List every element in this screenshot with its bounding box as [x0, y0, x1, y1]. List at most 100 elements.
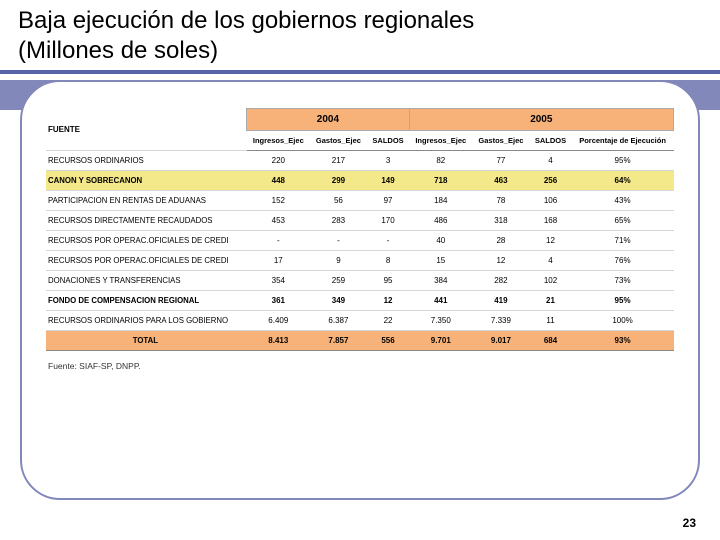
- row-label: CANON Y SOBRECANON: [46, 171, 247, 191]
- cell: 259: [310, 271, 367, 291]
- cell: 43%: [572, 191, 674, 211]
- cell: 21: [529, 291, 571, 311]
- content-frame: FUENTE 2004 2005 Ingresos_Ejec Gastos_Ej…: [20, 80, 700, 500]
- cell: 152: [247, 191, 310, 211]
- cell: 40: [409, 231, 472, 251]
- page-number: 23: [683, 516, 696, 530]
- cell: 299: [310, 171, 367, 191]
- col-ing-2005: Ingresos_Ejec: [409, 131, 472, 151]
- fuente-header: FUENTE: [46, 109, 247, 151]
- cell: 556: [367, 331, 409, 351]
- cell: 463: [472, 171, 529, 191]
- cell: 93%: [572, 331, 674, 351]
- slide: Baja ejecución de los gobiernos regional…: [0, 0, 720, 540]
- table-body: RECURSOS ORDINARIOS22021738277495%CANON …: [46, 151, 674, 351]
- table-row: TOTAL8.4137.8575569.7019.01768493%: [46, 331, 674, 351]
- cell: 220: [247, 151, 310, 171]
- cell: 106: [529, 191, 571, 211]
- row-label: PARTICIPACION EN RENTAS DE ADUANAS: [46, 191, 247, 211]
- table-row: RECURSOS ORDINARIOS PARA LOS GOBIERNO6.4…: [46, 311, 674, 331]
- cell: 453: [247, 211, 310, 231]
- cell: 12: [472, 251, 529, 271]
- cell: 11: [529, 311, 571, 331]
- cell: 149: [367, 171, 409, 191]
- cell: 282: [472, 271, 529, 291]
- cell: 8: [367, 251, 409, 271]
- cell: 419: [472, 291, 529, 311]
- table-head: FUENTE 2004 2005 Ingresos_Ejec Gastos_Ej…: [46, 109, 674, 151]
- cell: 384: [409, 271, 472, 291]
- year-2005-header: 2005: [409, 109, 673, 131]
- cell: 7.857: [310, 331, 367, 351]
- col-sal-2004: SALDOS: [367, 131, 409, 151]
- cell: 71%: [572, 231, 674, 251]
- cell: 12: [529, 231, 571, 251]
- cell: 73%: [572, 271, 674, 291]
- cell: 6.387: [310, 311, 367, 331]
- title-line-2: (Millones de soles): [18, 37, 218, 64]
- cell: 7.350: [409, 311, 472, 331]
- col-ing-2004: Ingresos_Ejec: [247, 131, 310, 151]
- cell: 15: [409, 251, 472, 271]
- table-row: RECURSOS DIRECTAMENTE RECAUDADOS45328317…: [46, 211, 674, 231]
- table-row: RECURSOS POR OPERAC.OFICIALES DE CREDI17…: [46, 251, 674, 271]
- cell: -: [367, 231, 409, 251]
- year-2004-header: 2004: [247, 109, 409, 131]
- cell: 95: [367, 271, 409, 291]
- cell: 3: [367, 151, 409, 171]
- row-label: RECURSOS POR OPERAC.OFICIALES DE CREDI: [46, 251, 247, 271]
- cell: 441: [409, 291, 472, 311]
- data-table: FUENTE 2004 2005 Ingresos_Ejec Gastos_Ej…: [46, 108, 674, 351]
- cell: 22: [367, 311, 409, 331]
- row-label: RECURSOS DIRECTAMENTE RECAUDADOS: [46, 211, 247, 231]
- row-label: DONACIONES Y TRANSFERENCIAS: [46, 271, 247, 291]
- row-label: FONDO DE COMPENSACION REGIONAL: [46, 291, 247, 311]
- cell: 82: [409, 151, 472, 171]
- cell: 349: [310, 291, 367, 311]
- row-label: RECURSOS ORDINARIOS: [46, 151, 247, 171]
- row-label: RECURSOS POR OPERAC.OFICIALES DE CREDI: [46, 231, 247, 251]
- table-row: RECURSOS ORDINARIOS22021738277495%: [46, 151, 674, 171]
- table-row: RECURSOS POR OPERAC.OFICIALES DE CREDI --…: [46, 231, 674, 251]
- col-pct: Porcentaje de Ejecución: [572, 131, 674, 151]
- cell: 95%: [572, 151, 674, 171]
- cell: -: [310, 231, 367, 251]
- cell: 17: [247, 251, 310, 271]
- cell: 28: [472, 231, 529, 251]
- cell: 56: [310, 191, 367, 211]
- col-sal-2005: SALDOS: [529, 131, 571, 151]
- year-header-row: FUENTE 2004 2005: [46, 109, 674, 131]
- table-row: FONDO DE COMPENSACION REGIONAL3613491244…: [46, 291, 674, 311]
- cell: 78: [472, 191, 529, 211]
- cell: 9.017: [472, 331, 529, 351]
- slide-title: Baja ejecución de los gobiernos regional…: [18, 6, 474, 66]
- cell: 354: [247, 271, 310, 291]
- cell: 64%: [572, 171, 674, 191]
- title-underline: [0, 70, 720, 74]
- cell: 9.701: [409, 331, 472, 351]
- cell: 170: [367, 211, 409, 231]
- cell: 65%: [572, 211, 674, 231]
- row-label: RECURSOS ORDINARIOS PARA LOS GOBIERNO: [46, 311, 247, 331]
- cell: 718: [409, 171, 472, 191]
- cell: 7.339: [472, 311, 529, 331]
- cell: 6.409: [247, 311, 310, 331]
- cell: 77: [472, 151, 529, 171]
- col-gas-2004: Gastos_Ejec: [310, 131, 367, 151]
- table-row: CANON Y SOBRECANON44829914971846325664%: [46, 171, 674, 191]
- cell: 4: [529, 251, 571, 271]
- cell: 76%: [572, 251, 674, 271]
- cell: 217: [310, 151, 367, 171]
- cell: 4: [529, 151, 571, 171]
- cell: 168: [529, 211, 571, 231]
- cell: 256: [529, 171, 571, 191]
- table-row: DONACIONES Y TRANSFERENCIAS3542599538428…: [46, 271, 674, 291]
- cell: 12: [367, 291, 409, 311]
- cell: 361: [247, 291, 310, 311]
- row-label: TOTAL: [46, 331, 247, 351]
- cell: 184: [409, 191, 472, 211]
- cell: 684: [529, 331, 571, 351]
- cell: 9: [310, 251, 367, 271]
- cell: 318: [472, 211, 529, 231]
- table-row: PARTICIPACION EN RENTAS DE ADUANAS152569…: [46, 191, 674, 211]
